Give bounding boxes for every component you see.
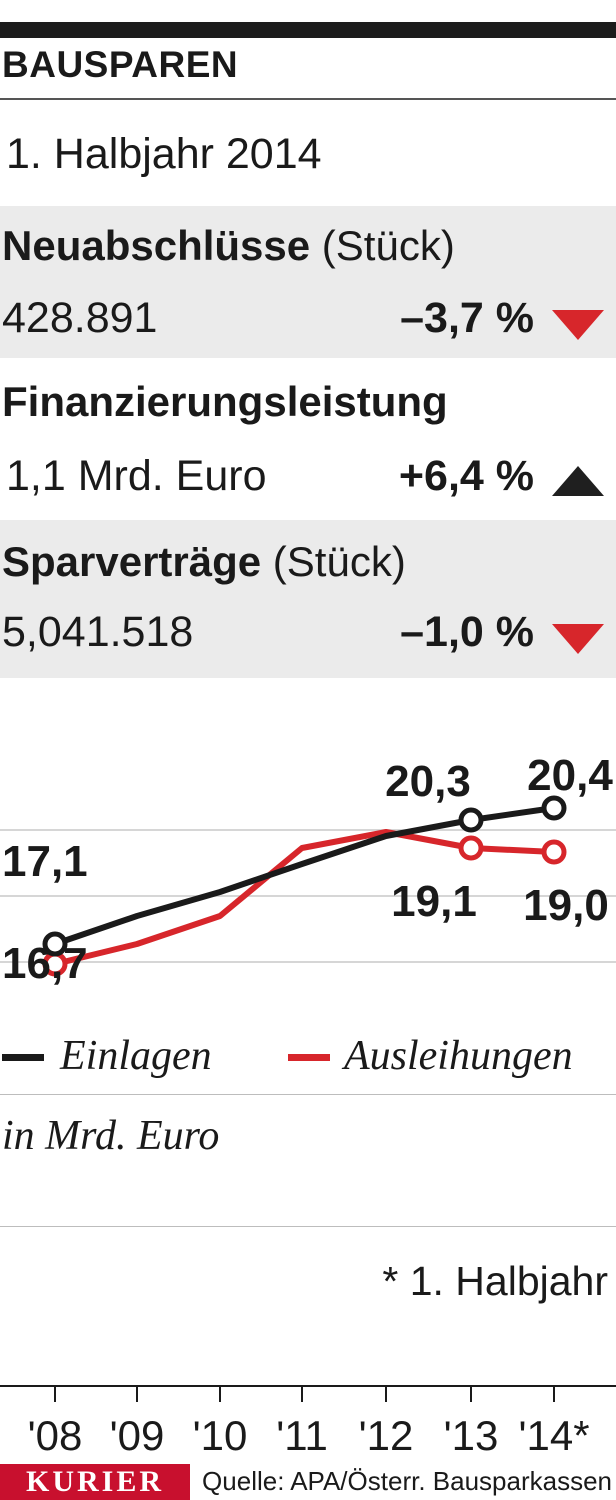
- stat-change: –1,0 %: [400, 608, 534, 656]
- x-tick-label: '12: [359, 1412, 414, 1459]
- brand-logo: KURIER: [0, 1464, 190, 1500]
- stat-label-bold: Neuabschlüsse: [2, 222, 311, 269]
- data-point-einlagen: [541, 795, 567, 821]
- x-tick-label: '08: [28, 1412, 83, 1459]
- data-label: 19,0: [523, 881, 609, 930]
- data-point-einlagen: [458, 807, 484, 833]
- stat-label-bold: Sparverträge: [2, 538, 262, 585]
- x-tick-label: '13: [444, 1412, 499, 1459]
- stat-finanzierungsleistung: Finanzierungsleistung 1,1 Mrd. Euro +6,4…: [0, 366, 616, 516]
- stat-value: 5,041.518: [2, 608, 194, 656]
- x-tick-label: '11: [276, 1412, 328, 1459]
- top-bar: [0, 22, 616, 38]
- arrow-down-icon: [552, 624, 604, 654]
- data-label: 20,4: [527, 751, 613, 800]
- stat-sparvertraege: Sparverträge (Stück) 5,041.518 –1,0 %: [0, 520, 616, 678]
- subtitle: 1. Halbjahr 2014: [6, 130, 322, 178]
- stat-label: Sparverträge (Stück): [2, 538, 406, 586]
- legend: Einlagen Ausleihungen: [0, 1032, 616, 1082]
- x-axis: '08 '09 '10 '11 '12 '13 '14*: [0, 1385, 616, 1459]
- stat-label-rest: (Stück): [261, 538, 406, 585]
- data-label: 20,3: [385, 757, 471, 806]
- data-point-ausleihungen: [541, 839, 567, 865]
- unit-note: in Mrd. Euro: [2, 1113, 220, 1159]
- data-point-ausleihungen: [458, 835, 484, 861]
- stat-label-bold: Finanzierungsleistung: [2, 378, 448, 425]
- legend-label-ausleihungen: Ausleihungen: [344, 1033, 573, 1079]
- stat-label-rest: (Stück): [310, 222, 455, 269]
- stat-change: +6,4 %: [398, 452, 534, 500]
- stat-change: –3,7 %: [400, 294, 534, 342]
- stat-label: Finanzierungsleistung: [2, 378, 448, 426]
- stat-neuabschluesse: Neuabschlüsse (Stück) 428.891 –3,7 %: [0, 206, 616, 358]
- legend-swatch-einlagen: [2, 1054, 44, 1061]
- stat-value: 1,1 Mrd. Euro: [6, 452, 267, 500]
- divider: [0, 1226, 616, 1227]
- x-tick-label: '09: [110, 1412, 165, 1459]
- line-chart: 17,1 16,7 20,3 20,4 19,1 19,0: [0, 751, 616, 988]
- footnote: * 1. Halbjahr: [382, 1258, 608, 1304]
- stat-label: Neuabschlüsse (Stück): [2, 222, 455, 270]
- legend-label-einlagen: Einlagen: [60, 1033, 212, 1079]
- arrow-down-icon: [552, 310, 604, 340]
- x-tick-label: '10: [193, 1412, 248, 1459]
- arrow-up-icon: [552, 466, 604, 496]
- source-note: Quelle: APA/Österr. Bausparkassen: [202, 1466, 612, 1496]
- divider: [0, 1094, 616, 1095]
- legend-swatch-ausleihungen: [288, 1054, 330, 1061]
- page-title: BAUSPAREN: [2, 44, 239, 85]
- data-label: 17,1: [2, 837, 88, 886]
- data-point-einlagen: [42, 931, 68, 957]
- stat-value: 428.891: [2, 294, 158, 342]
- x-tick-label: '14*: [518, 1412, 589, 1459]
- data-label: 19,1: [391, 877, 477, 926]
- data-label: 16,7: [2, 939, 88, 988]
- divider: [0, 98, 616, 100]
